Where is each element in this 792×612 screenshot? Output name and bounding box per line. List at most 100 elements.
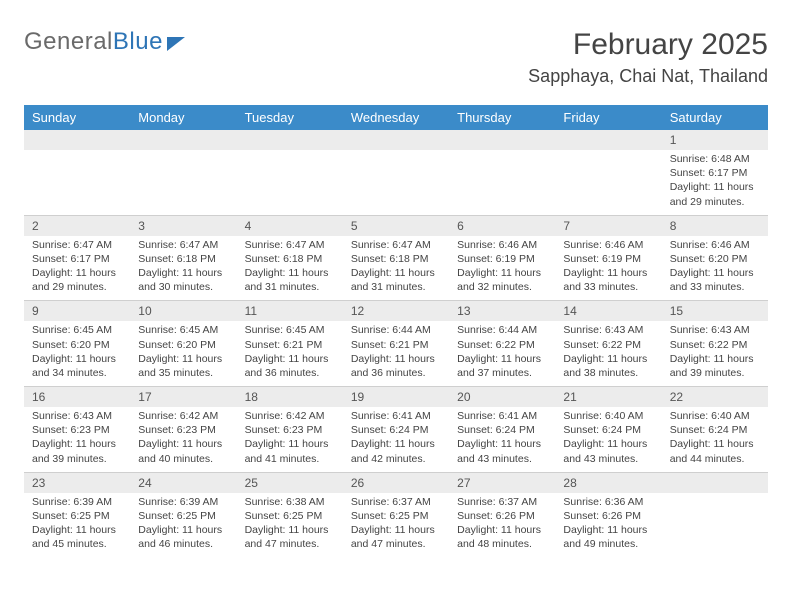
day-info-line: Daylight: 11 hours <box>563 437 653 451</box>
day-cell <box>343 150 449 215</box>
day-info-line: Sunrise: 6:37 AM <box>351 495 441 509</box>
day-info-line: and 46 minutes. <box>138 537 228 551</box>
day-info-line: Daylight: 11 hours <box>457 266 547 280</box>
day-info-line: Sunrise: 6:47 AM <box>138 238 228 252</box>
week-row: Sunrise: 6:45 AMSunset: 6:20 PMDaylight:… <box>24 321 768 387</box>
day-cell: Sunrise: 6:39 AMSunset: 6:25 PMDaylight:… <box>130 493 236 558</box>
day-info-line: Daylight: 11 hours <box>32 266 122 280</box>
day-info-line: Sunset: 6:24 PM <box>563 423 653 437</box>
day-info-line: Daylight: 11 hours <box>138 266 228 280</box>
day-number: 2 <box>24 216 130 236</box>
day-info-line: Sunset: 6:22 PM <box>563 338 653 352</box>
day-info-line: Sunset: 6:19 PM <box>563 252 653 266</box>
day-info-line: Sunrise: 6:39 AM <box>138 495 228 509</box>
week-row: Sunrise: 6:43 AMSunset: 6:23 PMDaylight:… <box>24 407 768 473</box>
day-info-line: Sunset: 6:20 PM <box>670 252 760 266</box>
day-number <box>555 130 661 150</box>
weekday-label: Wednesday <box>343 105 449 130</box>
day-cell: Sunrise: 6:44 AMSunset: 6:21 PMDaylight:… <box>343 321 449 386</box>
day-info-line: Daylight: 11 hours <box>32 437 122 451</box>
weekday-label: Thursday <box>449 105 555 130</box>
day-info-line: and 36 minutes. <box>351 366 441 380</box>
title-block: February 2025 Sapphaya, Chai Nat, Thaila… <box>528 28 768 87</box>
day-info-line: and 34 minutes. <box>32 366 122 380</box>
daynum-row: 1 <box>24 130 768 150</box>
day-info-line: Sunrise: 6:43 AM <box>670 323 760 337</box>
day-info-line: Daylight: 11 hours <box>457 437 547 451</box>
day-info-line: and 30 minutes. <box>138 280 228 294</box>
day-info-line: Sunset: 6:24 PM <box>457 423 547 437</box>
weekday-label: Monday <box>130 105 236 130</box>
logo-triangle-icon <box>167 37 185 51</box>
day-info-line: Sunset: 6:26 PM <box>563 509 653 523</box>
day-info-line: Sunrise: 6:46 AM <box>563 238 653 252</box>
day-info-line: and 29 minutes. <box>670 195 760 209</box>
week-row: Sunrise: 6:48 AMSunset: 6:17 PMDaylight:… <box>24 150 768 216</box>
day-info-line: and 42 minutes. <box>351 452 441 466</box>
day-info-line: and 33 minutes. <box>670 280 760 294</box>
day-info-line: Sunset: 6:17 PM <box>670 166 760 180</box>
day-info-line: Daylight: 11 hours <box>32 523 122 537</box>
day-cell: Sunrise: 6:39 AMSunset: 6:25 PMDaylight:… <box>24 493 130 558</box>
day-info-line: Sunset: 6:19 PM <box>457 252 547 266</box>
weekday-label: Tuesday <box>237 105 343 130</box>
location-subtitle: Sapphaya, Chai Nat, Thailand <box>528 66 768 87</box>
day-info-line: and 48 minutes. <box>457 537 547 551</box>
day-info-line: and 32 minutes. <box>457 280 547 294</box>
day-number: 3 <box>130 216 236 236</box>
day-info-line: Sunset: 6:24 PM <box>351 423 441 437</box>
day-info-line: and 36 minutes. <box>245 366 335 380</box>
day-number: 13 <box>449 301 555 321</box>
day-info-line: Sunrise: 6:47 AM <box>32 238 122 252</box>
day-number: 10 <box>130 301 236 321</box>
day-info-line: Sunrise: 6:45 AM <box>138 323 228 337</box>
week-row: Sunrise: 6:39 AMSunset: 6:25 PMDaylight:… <box>24 493 768 558</box>
day-number <box>343 130 449 150</box>
day-info-line: Daylight: 11 hours <box>138 523 228 537</box>
day-info-line: and 39 minutes. <box>670 366 760 380</box>
day-info-line: and 47 minutes. <box>245 537 335 551</box>
day-cell: Sunrise: 6:38 AMSunset: 6:25 PMDaylight:… <box>237 493 343 558</box>
day-info-line: Sunrise: 6:42 AM <box>245 409 335 423</box>
day-info-line: Sunset: 6:21 PM <box>245 338 335 352</box>
day-info-line: Daylight: 11 hours <box>670 352 760 366</box>
day-info-line: Daylight: 11 hours <box>138 352 228 366</box>
day-number: 23 <box>24 473 130 493</box>
day-cell: Sunrise: 6:47 AMSunset: 6:18 PMDaylight:… <box>237 236 343 301</box>
daynum-row: 2345678 <box>24 216 768 236</box>
day-info-line: Sunset: 6:23 PM <box>32 423 122 437</box>
day-info-line: Daylight: 11 hours <box>351 266 441 280</box>
day-number: 14 <box>555 301 661 321</box>
day-info-line: Sunset: 6:25 PM <box>138 509 228 523</box>
day-number: 25 <box>237 473 343 493</box>
day-info-line: Sunrise: 6:36 AM <box>563 495 653 509</box>
logo: GeneralBlue <box>24 28 185 56</box>
day-info-line: Sunrise: 6:43 AM <box>563 323 653 337</box>
day-info-line: Daylight: 11 hours <box>32 352 122 366</box>
day-info-line: Sunrise: 6:45 AM <box>245 323 335 337</box>
day-info-line: Sunrise: 6:40 AM <box>670 409 760 423</box>
day-info-line: Sunset: 6:23 PM <box>245 423 335 437</box>
day-cell: Sunrise: 6:48 AMSunset: 6:17 PMDaylight:… <box>662 150 768 215</box>
day-cell: Sunrise: 6:43 AMSunset: 6:22 PMDaylight:… <box>662 321 768 386</box>
day-cell <box>130 150 236 215</box>
day-info-line: and 40 minutes. <box>138 452 228 466</box>
weekday-label: Friday <box>555 105 661 130</box>
day-cell: Sunrise: 6:42 AMSunset: 6:23 PMDaylight:… <box>237 407 343 472</box>
day-info-line: Daylight: 11 hours <box>670 180 760 194</box>
day-info-line: Sunset: 6:26 PM <box>457 509 547 523</box>
day-cell: Sunrise: 6:45 AMSunset: 6:20 PMDaylight:… <box>24 321 130 386</box>
day-info-line: Sunset: 6:17 PM <box>32 252 122 266</box>
day-info-line: and 49 minutes. <box>563 537 653 551</box>
weekday-label: Saturday <box>662 105 768 130</box>
day-info-line: Sunrise: 6:41 AM <box>457 409 547 423</box>
day-info-line: Sunset: 6:18 PM <box>351 252 441 266</box>
day-cell: Sunrise: 6:40 AMSunset: 6:24 PMDaylight:… <box>662 407 768 472</box>
day-number <box>662 473 768 493</box>
day-cell <box>555 150 661 215</box>
day-info-line: Daylight: 11 hours <box>563 266 653 280</box>
calendar-body: 1Sunrise: 6:48 AMSunset: 6:17 PMDaylight… <box>24 130 768 557</box>
day-cell: Sunrise: 6:43 AMSunset: 6:22 PMDaylight:… <box>555 321 661 386</box>
day-number: 27 <box>449 473 555 493</box>
day-info-line: Sunrise: 6:39 AM <box>32 495 122 509</box>
